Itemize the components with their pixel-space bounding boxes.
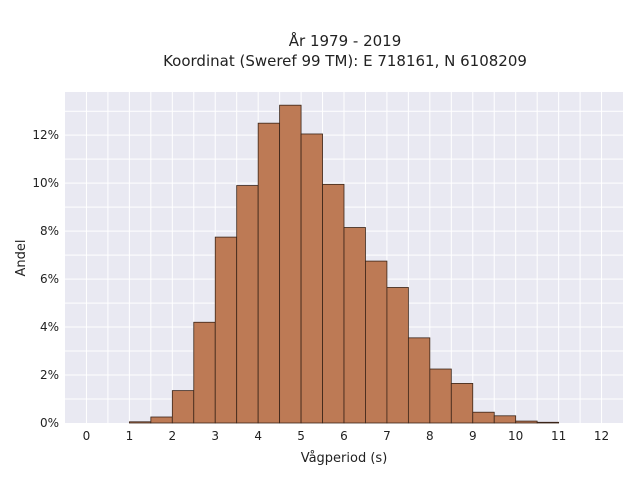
x-axis-label: Vågperiod (s): [301, 451, 388, 466]
y-tick-labels: 0% 2% 4% 6% 8% 10% 12%: [32, 128, 59, 430]
histogram-bar: [214, 236, 238, 424]
histogram-bar: [150, 416, 173, 424]
x-tick-label: 0: [83, 429, 91, 443]
x-tick-label: 12: [594, 429, 609, 443]
chart-subtitle: Koordinat (Sweref 99 TM): E 718161, N 61…: [163, 52, 527, 70]
histogram-bar: [279, 104, 302, 424]
histogram-bar: [257, 122, 281, 424]
y-tick-label: 4%: [40, 320, 59, 334]
histogram-bar: [493, 415, 517, 424]
x-tick-labels: 0 1 2 3 4 5 6 7 8 9 10 11 12: [83, 429, 610, 443]
histogram-bar: [193, 321, 216, 424]
histogram-bar: [300, 133, 323, 424]
x-tick-label: 10: [508, 429, 523, 443]
histogram-bar: [386, 287, 409, 424]
x-tick-label: 5: [297, 429, 305, 443]
x-tick-label: 1: [126, 429, 134, 443]
x-tick-label: 9: [469, 429, 477, 443]
y-tick-label: 8%: [40, 224, 59, 238]
histogram-bar: [365, 260, 388, 424]
histogram-bar: [407, 337, 431, 424]
x-tick-label: 6: [340, 429, 348, 443]
x-tick-label: 7: [383, 429, 391, 443]
histogram-bar: [536, 421, 560, 424]
y-tick-label: 12%: [32, 128, 59, 142]
histogram-bar: [343, 227, 366, 424]
x-tick-label: 8: [426, 429, 434, 443]
y-tick-label: 0%: [40, 416, 59, 430]
histogram-bar: [429, 368, 452, 424]
histogram-bar: [450, 383, 474, 424]
bars: [128, 104, 560, 424]
x-tick-label: 3: [211, 429, 219, 443]
histogram-bar: [472, 411, 495, 424]
histogram-bar: [171, 390, 195, 424]
histogram-bar: [236, 185, 259, 424]
histogram-bar: [322, 183, 345, 424]
x-tick-label: 4: [254, 429, 262, 443]
chart-title: År 1979 - 2019: [289, 31, 402, 50]
y-tick-label: 2%: [40, 368, 59, 382]
x-tick-label: 2: [168, 429, 176, 443]
histogram-bar: [128, 421, 152, 424]
y-axis-label: Andel: [14, 240, 29, 277]
y-tick-label: 10%: [32, 176, 59, 190]
histogram-bar: [515, 420, 538, 424]
y-tick-label: 6%: [40, 272, 59, 286]
x-tick-label: 11: [551, 429, 566, 443]
